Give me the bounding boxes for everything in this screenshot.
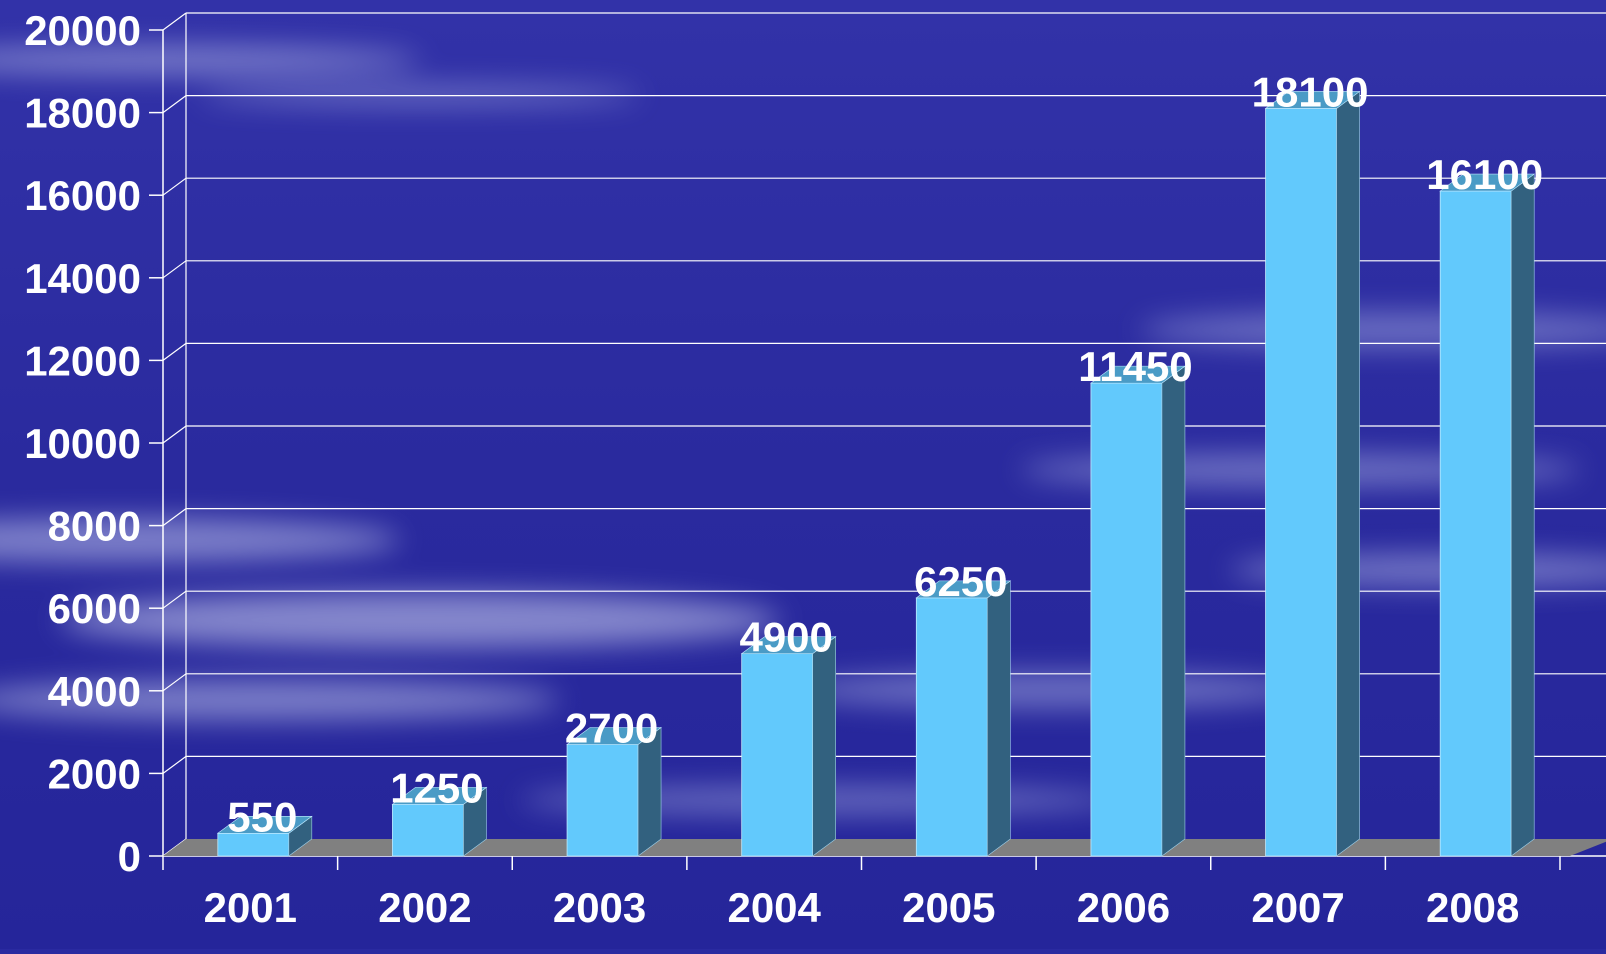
x-axis-tick-labels: 2001 2002 2003 2004 2005 2006 2007 2008 (204, 884, 1520, 931)
data-label-2002: 1250 (390, 764, 483, 811)
bar-top-2007 (1264, 91, 1361, 109)
bar-top-2006 (1090, 365, 1186, 384)
grid-lines (162, 12, 1606, 857)
x-tick-label-2008: 2008 (1426, 884, 1519, 931)
y-tick-label: 8000 (48, 503, 141, 550)
side-wall-gridline (162, 12, 187, 31)
data-label-2003: 2700 (565, 704, 658, 751)
y-tick-label: 10000 (24, 420, 141, 467)
bar-top-2004 (740, 636, 837, 654)
bar-2006 (1090, 382, 1163, 857)
side-wall-gridline (162, 755, 187, 774)
bar-2007 (1265, 108, 1337, 857)
y-tick-label: 20000 (24, 7, 141, 54)
y-tick-label: 12000 (24, 337, 141, 384)
data-label-2001: 550 (227, 793, 297, 840)
bar-side-2008 (1510, 173, 1535, 857)
y-tick-label: 18000 (24, 90, 141, 137)
side-wall-gridline (162, 342, 187, 361)
data-label-2008: 16100 (1426, 151, 1543, 198)
y-tick-label: 14000 (24, 255, 141, 302)
bar-2005 (915, 597, 988, 857)
y-tick-label: 4000 (48, 668, 141, 715)
bar-2003 (566, 744, 639, 857)
y-tick-label: 0 (118, 833, 141, 880)
bar-side-2005 (987, 580, 1011, 857)
side-wall-gridline (162, 95, 187, 114)
chart-floor (163, 839, 1606, 856)
bar-side-2006 (1161, 365, 1186, 857)
y-tick-label: 2000 (48, 750, 141, 797)
y-tick-label: 16000 (24, 172, 141, 219)
bar-side-2004 (812, 636, 836, 857)
side-wall-gridline (162, 177, 187, 196)
x-tick-label-2005: 2005 (902, 884, 995, 931)
x-tick-label-2006: 2006 (1077, 884, 1170, 931)
bars (216, 90, 1536, 857)
y-axis-tick-labels: 0 2000 4000 6000 8000 10000 12000 14000 16000 180… (24, 7, 141, 880)
bar-top-2002 (391, 787, 488, 805)
bar-side-2007 (1336, 90, 1360, 857)
bar-top-2008 (1439, 173, 1536, 192)
bar-2002 (392, 803, 464, 857)
side-wall-gridline (162, 425, 187, 444)
side-wall-gridline (162, 590, 187, 609)
x-tick-label-2003: 2003 (553, 884, 646, 931)
bar-2008 (1439, 190, 1512, 857)
bar-top-2003 (566, 727, 662, 745)
y-tick-label: 6000 (48, 585, 141, 632)
x-tick-label-2002: 2002 (378, 884, 471, 931)
x-tick-label-2004: 2004 (727, 884, 821, 931)
data-label-2007: 18100 (1252, 68, 1369, 115)
data-label-2006: 11450 (1078, 343, 1192, 390)
floor-plane (163, 839, 1606, 856)
x-tick-label-2007: 2007 (1251, 884, 1344, 931)
bar-2004 (741, 653, 814, 857)
bar-top-2001 (216, 815, 313, 834)
data-label-2005: 6250 (914, 558, 1007, 605)
bar-top-2005 (915, 580, 1012, 599)
side-wall-gridline (162, 673, 187, 692)
data-label-2004: 4900 (739, 614, 832, 661)
x-tick-label-2001: 2001 (204, 884, 297, 931)
data-labels: 550 1250 2700 4900 6250 11450 18100 16100 (227, 68, 1543, 840)
side-wall-gridline (162, 508, 187, 527)
side-wall-gridline (162, 260, 187, 279)
